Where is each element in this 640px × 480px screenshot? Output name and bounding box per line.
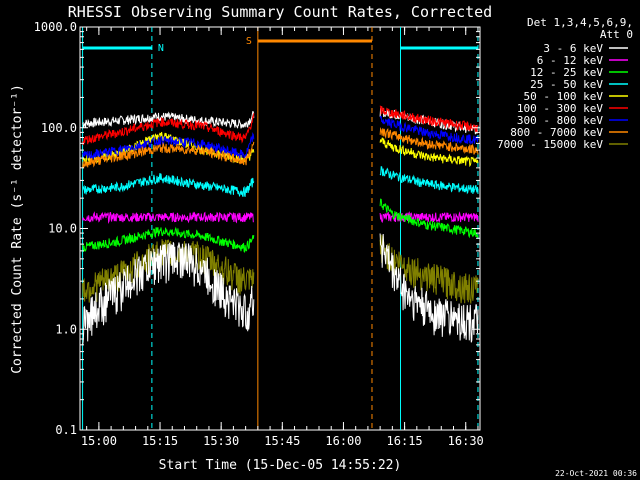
legend-label-4: 50 - 100 keV (524, 90, 604, 103)
series-8-segment-1 (82, 239, 255, 303)
series-1-segment-1 (82, 211, 254, 225)
legend-header-1: Att 0 (600, 28, 633, 41)
chart-title: RHESSI Observing Summary Count Rates, Co… (68, 3, 492, 21)
series-4-segment-2 (379, 137, 479, 168)
saa-label: S (246, 36, 252, 47)
y-tick-label-2: 10.0 (48, 222, 77, 236)
legend-header-0: Det 1,3,4,5,6,9, (527, 16, 633, 29)
footer-timestamp: 22-Oct-2021 00:36 (555, 469, 637, 478)
x-tick-label-3: 15:45 (264, 434, 300, 448)
legend-label-2: 12 - 25 keV (530, 66, 603, 79)
y-tick-label-1: 1.0 (55, 322, 77, 336)
legend-label-1: 6 - 12 keV (537, 54, 604, 67)
x-tick-label-1: 15:15 (142, 434, 178, 448)
series-9-segment-1 (82, 242, 255, 345)
y-axis: 0.1 1.0 10.0 100.0 1000.0 (34, 20, 480, 437)
night-label: N (158, 43, 164, 54)
series-8-segment-2 (379, 234, 479, 304)
plot-frame (79, 26, 481, 431)
legend-label-7: 800 - 7000 keV (510, 126, 603, 139)
series-5-segment-1 (82, 113, 255, 145)
series-0-segment-1 (82, 110, 255, 129)
y-axis-label: Corrected Count Rate (s⁻¹ detector⁻¹) (10, 84, 25, 374)
x-tick-label-6: 16:30 (448, 434, 484, 448)
legend-label-8: 7000 - 15000 keV (497, 138, 603, 151)
series-6-segment-2 (379, 115, 479, 145)
series-6-segment-1 (82, 131, 255, 161)
x-tick-label-2: 15:30 (203, 434, 239, 448)
series-5-segment-2 (379, 105, 479, 133)
x-axis-label: Start Time (15-Dec-05 14:55:22) (159, 458, 402, 473)
series-3-segment-2 (379, 166, 479, 195)
y-tick-label-3: 100.0 (41, 121, 77, 135)
series-2-segment-2 (379, 198, 479, 239)
plot-area: NS (79, 26, 481, 431)
series-2-segment-1 (82, 226, 255, 254)
series-7-segment-1 (82, 141, 255, 169)
series-7-segment-2 (379, 126, 479, 155)
series-9-segment-2 (379, 233, 479, 343)
y-tick-label-0: 0.1 (55, 423, 77, 437)
y-tick-label-4: 1000.0 (34, 20, 77, 34)
x-tick-label-0: 15:00 (81, 434, 117, 448)
x-tick-label-5: 16:15 (387, 434, 423, 448)
x-tick-label-4: 16:00 (325, 434, 361, 448)
legend-label-5: 100 - 300 keV (517, 102, 603, 115)
legend-label-0: 3 - 6 keV (543, 42, 603, 55)
x-axis: 15:00 15:15 15:30 15:45 16:00 16:15 16:30 (81, 27, 484, 448)
series-3-segment-1 (82, 173, 255, 198)
series-1-segment-2 (379, 211, 479, 224)
legend-label-3: 25 - 50 keV (530, 78, 603, 91)
legend-label-6: 300 - 800 keV (517, 114, 603, 127)
